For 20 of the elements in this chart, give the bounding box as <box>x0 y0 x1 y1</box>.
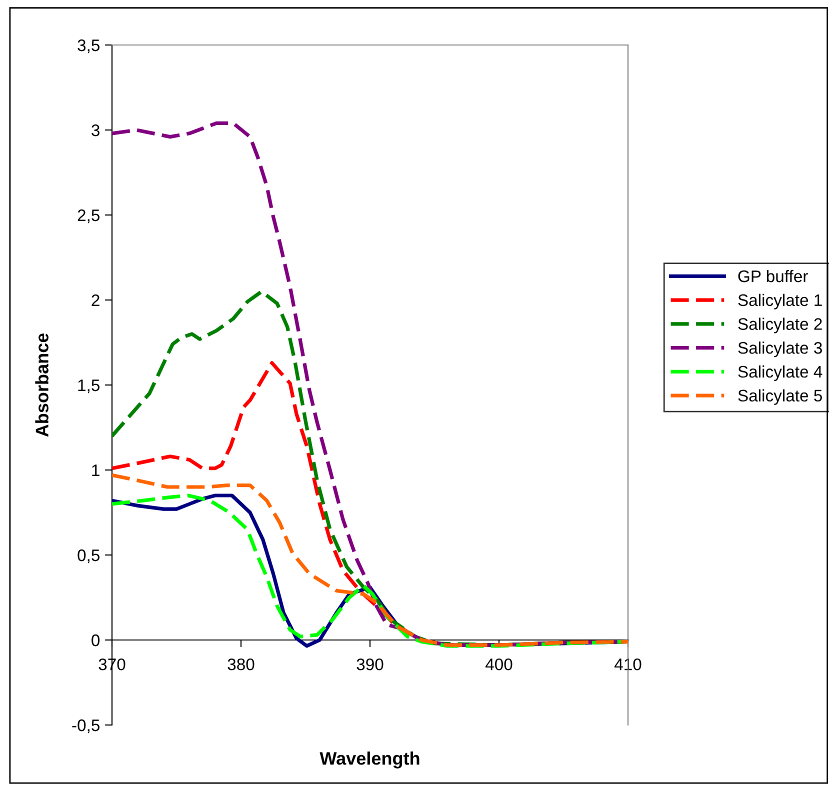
y-tick-label: -0,5 <box>72 719 100 734</box>
x-tick-label: 380 <box>228 658 254 670</box>
x-tick-label: 400 <box>485 658 512 670</box>
y-axis-title: Absorbance <box>35 333 48 437</box>
y-tick-label: 0,5 <box>78 549 100 564</box>
y-tick-label: 2,5 <box>78 209 100 224</box>
y-tick-label: 1,5 <box>78 380 100 394</box>
legend-label: Salicylate 2 <box>738 318 822 334</box>
y-tick-label: 0 <box>92 634 100 646</box>
x-tick-label: 390 <box>356 658 384 670</box>
legend-label: Salicylate 3 <box>738 342 822 358</box>
x-axis-title: Wavelength <box>320 752 420 768</box>
y-tick-label: 3,5 <box>78 39 100 54</box>
legend-label: Salicylate 1 <box>738 294 822 310</box>
y-tick-label: 2 <box>92 294 100 306</box>
legend-label: Salicylate 5 <box>738 389 822 405</box>
y-tick-label: 3 <box>92 124 100 136</box>
legend-label: Salicylate 4 <box>738 365 822 381</box>
legend-label: GP buffer <box>738 270 808 282</box>
y-tick-label: 1 <box>92 464 100 476</box>
